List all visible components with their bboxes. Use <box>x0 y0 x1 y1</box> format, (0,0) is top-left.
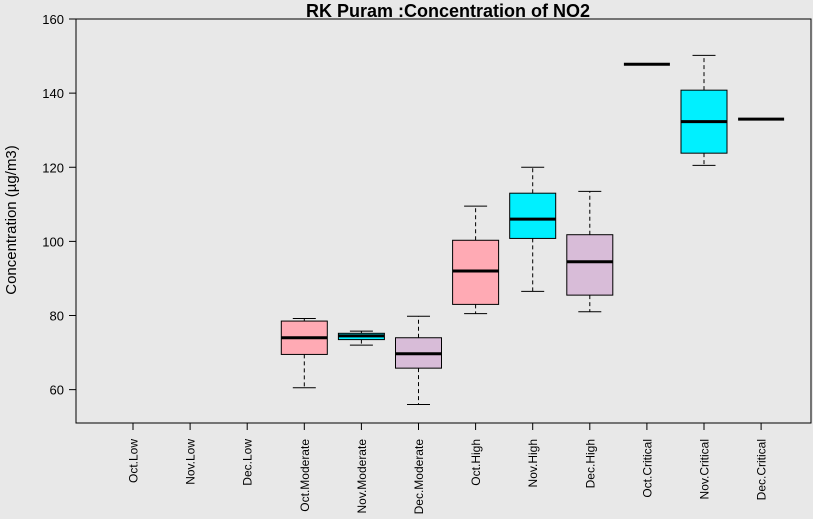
box-plot-series <box>280 54 785 405</box>
y-tick-label: 120 <box>42 160 64 175</box>
x-tick-label: Oct.High <box>469 439 483 486</box>
box-dec-high <box>566 190 614 313</box>
y-tick-label: 80 <box>50 309 64 324</box>
x-tick-label: Oct.Critical <box>640 439 654 498</box>
y-tick-label: 160 <box>42 12 64 27</box>
y-tick-label: 60 <box>50 383 64 398</box>
x-axis: Oct.Low Nov.Low Dec.Low Oct.Moderate Nov.Mod… <box>127 423 769 514</box>
x-tick-label: Nov.Moderate <box>355 439 369 514</box>
box-nov-critical <box>680 54 728 166</box>
y-tick-label: 140 <box>42 86 64 101</box>
x-tick-label: Oct.Moderate <box>298 439 312 512</box>
box-oct-moderate <box>280 317 328 389</box>
box-dec-moderate <box>395 315 442 405</box>
x-tick-label: Dec.Low <box>241 439 255 486</box>
y-axis-label: Concentration (µg/m3) <box>3 145 20 295</box>
box-nov-high <box>509 166 557 292</box>
y-axis: 60 80 100 120 140 160 <box>42 12 77 398</box>
x-tick-label: Nov.Critical <box>698 439 712 499</box>
box-nov-moderate <box>337 330 385 346</box>
chart-title: RK Puram :Concentration of NO2 <box>306 1 590 21</box>
box-iqr <box>509 192 557 239</box>
box-iqr <box>566 234 614 296</box>
x-tick-label: Nov.High <box>526 439 540 487</box>
x-tick-label: Dec.Critical <box>755 439 769 500</box>
x-tick-label: Nov.Low <box>184 439 198 485</box>
x-tick-label: Dec.High <box>583 439 597 488</box>
x-tick-label: Oct.Low <box>127 439 141 483</box>
box-oct-high <box>452 205 500 315</box>
x-tick-label: Dec.Moderate <box>412 439 426 515</box>
y-tick-label: 100 <box>42 234 64 249</box>
